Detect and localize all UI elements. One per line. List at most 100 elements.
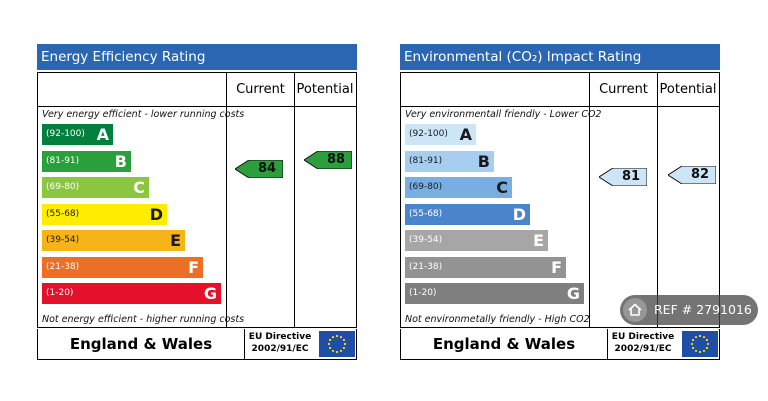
eu-star: [702, 349, 706, 353]
eu-star: [342, 346, 346, 350]
eu-star: [331, 349, 335, 353]
band-range: (81-91): [409, 155, 443, 166]
eu-star: [705, 338, 709, 342]
eu-stars: [327, 334, 347, 354]
band-letter: G: [203, 284, 217, 303]
band-c: (69-80) C: [42, 177, 149, 198]
energy-efficiency-panel: Energy Efficiency Rating Current Potenti…: [37, 44, 357, 360]
bottom-note: Not energy efficient - higher running co…: [42, 314, 245, 325]
band-letter: A: [96, 125, 109, 144]
divider: [657, 73, 658, 327]
band-letter: C: [133, 178, 145, 197]
band-d: (55-68) D: [405, 203, 530, 225]
header-blank: [38, 73, 227, 107]
eu-star: [342, 338, 346, 342]
band-range: (92-100): [409, 129, 448, 139]
region-label: England & Wales: [69, 335, 213, 353]
column-header-current: Current: [227, 73, 294, 107]
panel-title: Environmental (CO₂) Impact Rating: [400, 44, 720, 70]
band-letter: B: [477, 151, 490, 171]
arrow-shape: [668, 166, 716, 184]
band-range: (1-20): [46, 288, 74, 298]
band-d: (55-68) D: [42, 203, 167, 225]
band-range: (39-54): [46, 235, 80, 245]
potential-rating-arrow: 88: [304, 151, 352, 169]
band-range: (55-68): [46, 208, 80, 219]
band-range: (92-100): [46, 129, 85, 139]
band-f: (21-38) F: [405, 256, 566, 278]
eu-star: [335, 334, 339, 338]
eu-directive: EU Directive 2002/91/EC: [607, 331, 679, 359]
eu-star: [331, 335, 335, 339]
band-letter: A: [459, 125, 472, 144]
band-a: (92-100) A: [42, 124, 113, 145]
current-rating-arrow: 81: [599, 168, 647, 186]
top-note: Very energy efficient - lower running co…: [42, 109, 245, 120]
band-c: (69-80) C: [405, 177, 512, 198]
eu-stars: [690, 334, 710, 354]
rating-grid: Current Potential Very environmentall fr…: [400, 72, 720, 328]
panel-footer: England & Wales EU Directive 2002/91/EC: [400, 329, 720, 360]
band-letter: D: [512, 204, 526, 224]
eu-star: [702, 335, 706, 339]
band-letter: B: [114, 151, 127, 171]
directive-line-2: 2002/91/EC: [251, 344, 309, 354]
band-range: (69-80): [46, 182, 80, 192]
band-b: (81-91) B: [405, 150, 494, 172]
directive-line-1: EU Directive: [248, 332, 312, 342]
band-e: (39-54) E: [405, 230, 548, 251]
divider: [294, 73, 295, 327]
reference-text: REF # 2791016: [654, 302, 752, 317]
potential-rating-arrow: 82: [668, 166, 716, 184]
divider: [226, 73, 227, 327]
reference-badge: REF # 2791016: [620, 295, 758, 325]
band-range: (39-54): [409, 235, 443, 245]
eu-star: [339, 335, 343, 339]
arrow-shape: [235, 160, 283, 178]
eu-star: [694, 349, 698, 353]
band-range: (21-38): [409, 261, 443, 272]
eu-star: [691, 346, 695, 350]
eu-star: [328, 346, 332, 350]
panel-footer: England & Wales EU Directive 2002/91/EC: [37, 329, 357, 360]
band-range: (69-80): [409, 182, 443, 192]
divider: [589, 73, 590, 327]
column-header-potential: Potential: [657, 73, 719, 107]
directive-line-2: 2002/91/EC: [614, 344, 672, 354]
band-letter: E: [533, 231, 544, 250]
band-letter: F: [551, 257, 562, 277]
panel-title: Energy Efficiency Rating: [37, 44, 357, 70]
column-header-potential: Potential: [294, 73, 356, 107]
band-letter: E: [170, 231, 181, 250]
band-letter: G: [566, 284, 580, 303]
environmental-impact-panel: Environmental (CO₂) Impact Rating Curren…: [400, 44, 720, 360]
band-g: (1-20) G: [405, 283, 584, 304]
region-label: England & Wales: [432, 335, 576, 353]
band-range: (55-68): [409, 208, 443, 219]
eu-flag-icon: [682, 331, 718, 357]
band-g: (1-20) G: [42, 283, 221, 304]
eu-star: [691, 338, 695, 342]
band-letter: F: [188, 257, 199, 277]
potential-rating-value: 88: [326, 152, 346, 167]
eu-star: [327, 342, 331, 346]
eu-star: [705, 346, 709, 350]
current-rating-arrow: 84: [235, 160, 283, 178]
eu-flag-icon: [319, 331, 355, 357]
eu-star: [690, 342, 694, 346]
divider: [244, 329, 245, 359]
rating-grid: Current Potential Very energy efficient …: [37, 72, 357, 328]
eu-star: [698, 334, 702, 338]
arrow-shape: [304, 151, 352, 169]
eu-star: [694, 335, 698, 339]
top-note: Very environmentall friendly - Lower CO2: [405, 109, 602, 120]
arrow-shape: [599, 168, 647, 186]
eu-star: [339, 349, 343, 353]
eu-directive: EU Directive 2002/91/EC: [244, 331, 316, 359]
bottom-note: Not environmetally friendly - High CO2: [405, 314, 590, 325]
header-blank: [401, 73, 590, 107]
potential-rating-value: 82: [690, 167, 710, 182]
current-rating-value: 84: [257, 161, 277, 176]
band-f: (21-38) F: [42, 256, 203, 278]
band-b: (81-91) B: [42, 150, 131, 172]
